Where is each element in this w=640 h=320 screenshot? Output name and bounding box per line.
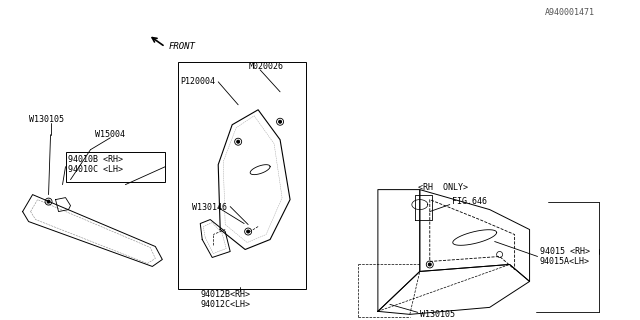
Text: W130105: W130105 xyxy=(29,115,63,124)
Text: 94015A<LH>: 94015A<LH> xyxy=(540,257,589,266)
Text: 94010B <RH>: 94010B <RH> xyxy=(67,155,122,164)
Text: <RH  ONLY>: <RH ONLY> xyxy=(418,183,468,192)
Text: 94010C <LH>: 94010C <LH> xyxy=(67,165,122,174)
Circle shape xyxy=(278,120,282,123)
Text: W15004: W15004 xyxy=(95,130,125,139)
Text: 94012C<LH>: 94012C<LH> xyxy=(200,300,250,309)
Circle shape xyxy=(246,230,250,233)
Bar xyxy=(65,152,165,182)
Circle shape xyxy=(237,140,239,143)
Text: FRONT: FRONT xyxy=(168,43,195,52)
Text: A940001471: A940001471 xyxy=(545,8,595,17)
Circle shape xyxy=(47,200,50,203)
Bar xyxy=(179,62,306,289)
Text: P120004: P120004 xyxy=(180,77,215,86)
Text: FIG.646: FIG.646 xyxy=(452,197,487,206)
Text: W130146: W130146 xyxy=(192,203,227,212)
Text: 94015 <RH>: 94015 <RH> xyxy=(540,247,589,256)
Circle shape xyxy=(428,263,431,266)
Text: 94012B<RH>: 94012B<RH> xyxy=(200,290,250,299)
Text: W130105: W130105 xyxy=(420,310,455,319)
Text: M020026: M020026 xyxy=(248,62,283,71)
